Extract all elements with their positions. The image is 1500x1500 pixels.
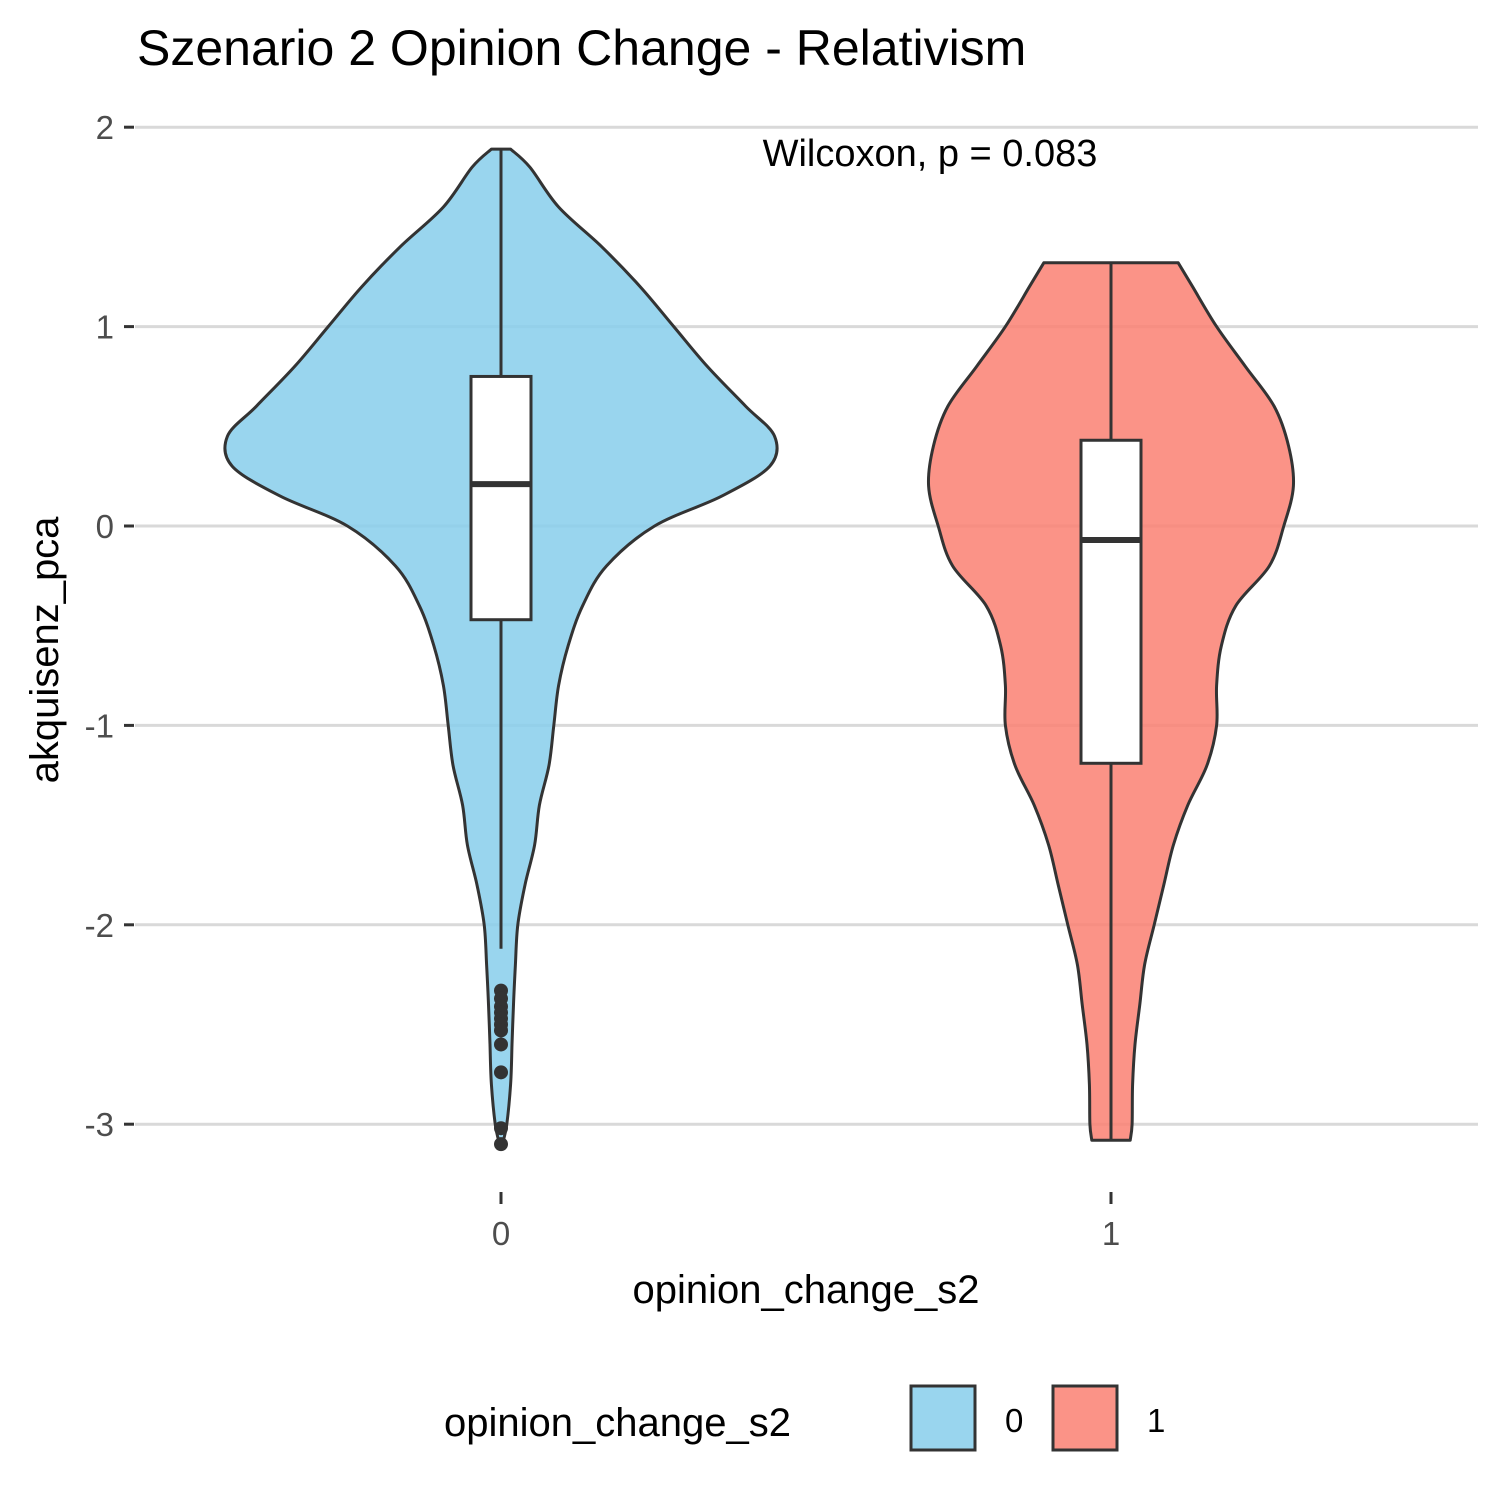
y-axis-ticks: 2 1 0 -1 -2 -3 [85,109,134,1143]
outlier-point [494,1023,508,1038]
x-tick-label: 1 [1102,1215,1120,1252]
y-axis-title: akquisenz_pca [23,516,67,784]
y-tick-label: -2 [85,907,114,944]
outlier-point [494,1037,508,1052]
legend-label-0: 0 [1005,1402,1023,1439]
x-axis-title: opinion_change_s2 [633,1268,980,1312]
y-tick-label: 0 [96,508,114,545]
y-tick-label: -1 [85,707,114,744]
boxplots [469,149,1143,1141]
legend-label-1: 1 [1147,1402,1165,1439]
box-0 [469,374,533,622]
legend-key-0 [909,1384,977,1452]
y-tick-label: 2 [96,109,114,146]
y-tick-label: -3 [85,1106,114,1143]
outlier-point [494,1065,508,1080]
y-tick-label: 1 [96,309,114,346]
x-tick-label: 0 [492,1215,510,1252]
outlier-point [494,1121,508,1136]
grid-lines [135,125,1478,1126]
outliers [494,983,508,1152]
outlier-point [494,1137,508,1152]
legend-key-1 [1051,1384,1119,1452]
wilcoxon-annotation: Wilcoxon, p = 0.083 [763,133,1098,175]
chart-title: Szenario 2 Opinion Change - Relativism [137,20,1026,76]
box-1 [1079,438,1143,765]
legend-title: opinion_change_s2 [444,1401,791,1445]
